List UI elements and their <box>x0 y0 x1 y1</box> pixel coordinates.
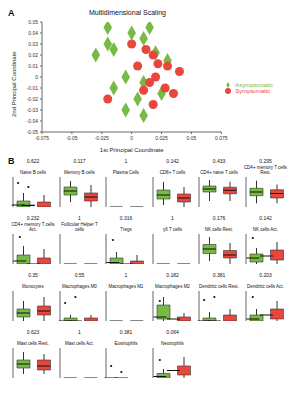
html-text:Plasma Cells: Plasma Cells <box>112 170 140 175</box>
html-text:Tregs: Tregs <box>120 227 132 232</box>
html-text:0.142: 0.142 <box>259 215 272 221</box>
html-text:Dendritic cells Rest.: Dendritic cells Rest. <box>199 284 239 289</box>
html-text:Memory B cells: Memory B cells <box>64 170 95 175</box>
html-text:CD4+ memory T cells Rest.: CD4+ memory T cells Rest. <box>243 165 288 175</box>
html-text:0.623: 0.623 <box>26 329 40 335</box>
html-text:0.117: 0.117 <box>73 158 86 164</box>
svg-text:-0.04: -0.04 <box>27 118 39 124</box>
html-text:CD4+ naive T cells: CD4+ naive T cells <box>200 170 238 175</box>
svg-text:0.03: 0.03 <box>28 41 38 47</box>
html-text:A: A <box>8 8 15 18</box>
html-text:Naive B cells: Naive B cells <box>20 170 46 175</box>
html-text:Asymptomatic: Asymptomatic <box>235 81 273 88</box>
svg-text:-0.01: -0.01 <box>27 85 39 91</box>
svg-text:0: 0 <box>35 74 38 80</box>
html-text:0.182: 0.182 <box>166 272 179 278</box>
svg-text:1st Principal Coordinate: 1st Principal Coordinate <box>100 147 164 153</box>
html-text:NK cells Rest.: NK cells Rest. <box>204 227 234 232</box>
svg-text:0: 0 <box>130 135 133 141</box>
html-text:1: 1 <box>171 215 174 221</box>
html-text:0.232: 0.232 <box>26 215 40 221</box>
html-text:B: B <box>8 156 15 166</box>
html-text:Macrophages M0: Macrophages M0 <box>62 284 97 289</box>
html-text:0.55: 0.55 <box>74 272 85 278</box>
svg-text:0.075: 0.075 <box>215 135 228 141</box>
html-text:Eosinophils: Eosinophils <box>114 341 138 346</box>
html-text:0.064: 0.064 <box>166 329 179 335</box>
html-text:0.203: 0.203 <box>259 272 272 278</box>
svg-text:2nd Principal Coordinate: 2nd Principal Coordinate <box>11 51 17 117</box>
html-text:1: 1 <box>124 158 128 164</box>
html-text:0.316: 0.316 <box>119 215 133 221</box>
html-text:Mast cells Act.: Mast cells Act. <box>65 341 94 346</box>
html-text:1: 1 <box>124 272 128 278</box>
html-text:0.433: 0.433 <box>212 158 226 164</box>
svg-text:-0.05: -0.05 <box>27 129 39 135</box>
svg-text:-0.02: -0.02 <box>27 96 39 102</box>
svg-text:0.01: 0.01 <box>28 63 38 69</box>
svg-text:-0.025: -0.025 <box>95 135 109 141</box>
html-text:CD4+ memory T cells Act.: CD4+ memory T cells Act. <box>11 222 55 232</box>
html-text:Symptomatic: Symptomatic <box>235 88 270 94</box>
svg-text:-0.03: -0.03 <box>27 107 39 113</box>
html-text:0.381: 0.381 <box>119 329 133 335</box>
html-text:NK cells Act.: NK cells Act. <box>252 227 279 232</box>
html-text:0.176: 0.176 <box>212 215 226 221</box>
html-text:0.381: 0.381 <box>212 272 226 278</box>
html-text:Neutrophils: Neutrophils <box>161 341 184 346</box>
html-text:1: 1 <box>78 215 81 221</box>
svg-text:-0.05: -0.05 <box>66 135 78 141</box>
html-text:Multidimensional Scaling: Multidimensional Scaling <box>89 9 166 16</box>
html-text:Macrophages M1: Macrophages M1 <box>108 284 144 289</box>
html-text:Mast cells Rest.: Mast cells Rest. <box>17 341 49 346</box>
svg-text:0.05: 0.05 <box>187 135 197 141</box>
html-text:Macrophages M2: Macrophages M2 <box>155 284 190 289</box>
html-text:Dendritic cells Act.: Dendritic cells Act. <box>247 284 284 289</box>
svg-text:-0.075: -0.075 <box>35 135 49 141</box>
html-text:1: 1 <box>78 329 81 335</box>
html-text:0.295: 0.295 <box>259 158 272 164</box>
html-text:Monocytes: Monocytes <box>22 284 44 289</box>
html-text:Follicular Helper T cells: Follicular Helper T cells <box>61 222 98 232</box>
html-text:0.35: 0.35 <box>28 272 38 278</box>
svg-text:0.05: 0.05 <box>28 19 38 25</box>
html-text:CD8+ T cells: CD8+ T cells <box>159 170 186 175</box>
html-text:γδ T cells: γδ T cells <box>163 227 182 232</box>
html-text:0.142: 0.142 <box>166 158 179 164</box>
svg-text:0.02: 0.02 <box>28 52 38 58</box>
svg-text:0.025: 0.025 <box>155 135 168 141</box>
html-text:0.622: 0.622 <box>26 158 40 164</box>
svg-text:0.04: 0.04 <box>28 30 38 36</box>
